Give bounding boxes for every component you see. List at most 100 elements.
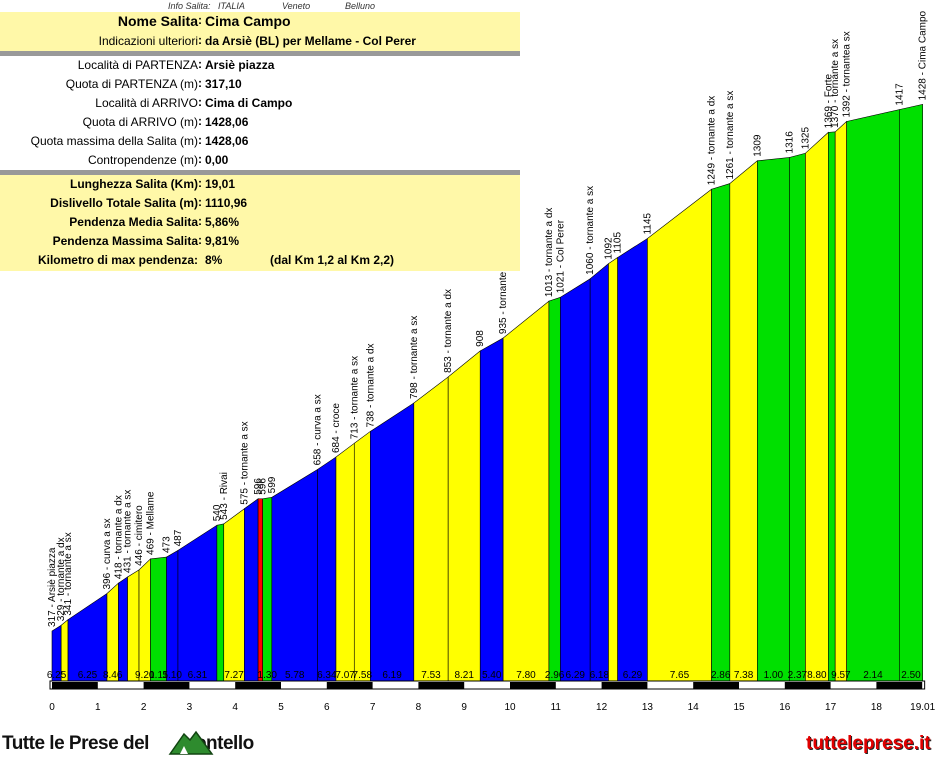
altitude-annotation: 575 - tornante a sx bbox=[239, 421, 250, 504]
info-header-label: Info Salita: bbox=[168, 1, 211, 11]
x-tick-label: 3 bbox=[187, 702, 193, 713]
label-max-gradient-km: Kilometro di max pendenza: bbox=[37, 253, 198, 267]
x-tick-label: 18 bbox=[871, 702, 883, 713]
colon: : bbox=[198, 233, 202, 247]
grade-label: 7.53 bbox=[421, 670, 441, 681]
grade-label: 2.96 bbox=[545, 670, 565, 681]
altitude-annotation: 317 - Arsiè piazza bbox=[47, 547, 58, 627]
value-elevation-gain: 1110,96 bbox=[205, 196, 248, 210]
value-climb-name: Cima Campo bbox=[205, 13, 291, 29]
value-average-gradient: 5,86% bbox=[205, 215, 240, 229]
colon: : bbox=[198, 13, 202, 27]
grade-label: 6.19 bbox=[382, 670, 402, 681]
colon: : bbox=[198, 195, 202, 209]
altitude-annotation: 431 - tornante a sx bbox=[123, 490, 134, 573]
profile-segment bbox=[127, 569, 140, 682]
label-extra-info: Indicazioni ulteriori bbox=[98, 34, 198, 48]
profile-segment bbox=[805, 131, 829, 682]
info-header-region: Veneto bbox=[282, 1, 311, 11]
altitude-annotation: 543 - Rivai bbox=[219, 472, 230, 520]
grade-label: 6.31 bbox=[188, 670, 208, 681]
x-tick-label: 6 bbox=[324, 702, 330, 713]
grade-label: 2.86 bbox=[711, 670, 731, 681]
profile-segment bbox=[166, 549, 179, 682]
value-counter-slopes: 0,00 bbox=[205, 153, 229, 167]
row-average-gradient: Pendenza Media Salita : 5,86% bbox=[0, 213, 520, 232]
altitude-annotation: 684 - croce bbox=[331, 403, 342, 453]
value-end-altitude: 1428,06 bbox=[205, 115, 249, 129]
brand-left-text-start: Tutte le Prese del bbox=[2, 733, 149, 754]
profile-segment bbox=[118, 576, 128, 682]
row-start-location: Località di PARTENZA : Arsiè piazza bbox=[0, 56, 520, 76]
colon: : bbox=[198, 57, 202, 71]
altitude-annotation: 908 bbox=[475, 330, 486, 347]
colon: : bbox=[198, 214, 202, 228]
value-max-gradient: 9,81% bbox=[205, 234, 240, 248]
scale-bar-block bbox=[52, 682, 98, 689]
profile-segment bbox=[223, 508, 245, 682]
brand-tutteleprese-it: tutteleprese.it bbox=[806, 733, 931, 754]
grade-label: 6.25 bbox=[47, 670, 67, 681]
row-max-gradient: Pendenza Massima Salita : 9,81% bbox=[0, 232, 520, 251]
altitude-annotation: 798 - tornante a sx bbox=[409, 316, 420, 399]
altitude-annotation: 1261 - tornante a sx bbox=[725, 91, 736, 180]
grade-label: 7.65 bbox=[670, 670, 690, 681]
scale-bar-block bbox=[693, 682, 739, 689]
altitude-annotation: 1013 - tornante a dx bbox=[544, 208, 555, 298]
label-climb-name: Nome Salita bbox=[117, 13, 198, 29]
note-max-gradient-km: (dal Km 1,2 al Km 2,2) bbox=[270, 253, 395, 267]
colon: : bbox=[198, 33, 202, 47]
profile-segment bbox=[447, 350, 481, 682]
profile-segment bbox=[413, 376, 449, 682]
profile-segment bbox=[828, 131, 836, 682]
altitude-annotation: 473 bbox=[162, 536, 173, 553]
scale-bar-block bbox=[418, 682, 465, 689]
x-tick-label: 8 bbox=[416, 702, 422, 713]
x-tick-label: 5 bbox=[278, 702, 284, 713]
table-separator bbox=[0, 51, 520, 56]
profile-segment bbox=[150, 556, 167, 682]
grade-label: 7.07 bbox=[335, 670, 355, 681]
label-start-altitude: Quota di PARTENZA (m) bbox=[65, 77, 198, 91]
profile-segment bbox=[244, 498, 259, 682]
profile-segment bbox=[789, 152, 806, 682]
brand-left-text-end: ontello bbox=[194, 733, 254, 754]
profile-segment bbox=[335, 442, 355, 682]
altitude-annotation: 329 - tornante a dx bbox=[56, 537, 67, 621]
altitude-annotation: 1021 - Col Perer bbox=[555, 219, 566, 293]
label-max-altitude: Quota massima della Salita (m) bbox=[30, 134, 198, 148]
altitude-annotation: 1417 bbox=[894, 83, 905, 106]
profile-segment bbox=[548, 296, 561, 682]
altitude-annotation: 418 - tornante a dx bbox=[113, 495, 124, 579]
profile-segment bbox=[502, 300, 550, 682]
value-extra-info: da Arsiè (BL) per Mellame - Col Perer bbox=[205, 34, 416, 48]
altitude-annotation: 1105 bbox=[613, 232, 624, 254]
grade-label: 6.18 bbox=[590, 670, 610, 681]
altitude-annotation: 1428 - Cima Campo bbox=[918, 10, 929, 100]
x-tick-label: 4 bbox=[232, 702, 238, 713]
colon: : bbox=[198, 176, 202, 190]
colon: : bbox=[198, 133, 202, 147]
x-tick-label: 11 bbox=[551, 702, 562, 713]
row-elevation-gain: Dislivello Totale Salita (m) : 1110,96 bbox=[0, 194, 520, 213]
grade-label: 5.78 bbox=[285, 670, 305, 681]
colon: : bbox=[198, 76, 202, 90]
x-tick-label: 17 bbox=[825, 702, 837, 713]
brand-tutte-le-prese: Tutte le Prese del ontello bbox=[2, 733, 254, 755]
colon: : bbox=[198, 152, 202, 166]
value-start-location: Arsiè piazza bbox=[205, 58, 275, 72]
x-tick-label: 0 bbox=[49, 702, 55, 713]
profile-segment bbox=[560, 278, 591, 682]
altitude-annotation: 596 bbox=[253, 478, 264, 495]
grade-label: 7.27 bbox=[224, 670, 244, 681]
row-max-altitude: Quota massima della Salita (m) : 1428,06 bbox=[0, 132, 520, 152]
row-length: Lunghezza Salita (Km) : 19,01 bbox=[0, 175, 520, 194]
profile-segment bbox=[589, 263, 609, 682]
grade-label: 2.50 bbox=[901, 670, 921, 681]
x-tick-label: 12 bbox=[596, 702, 608, 713]
x-tick-label: 7 bbox=[370, 702, 376, 713]
scale-bar-block bbox=[784, 682, 831, 689]
x-tick-labels: 0 1 2 3 4 5 6 7 8 9 10 11 12 13 14 15 16 17 18 19.01 bbox=[49, 702, 935, 713]
info-header: Info Salita: ITALIA Veneto Belluno bbox=[0, 0, 520, 12]
